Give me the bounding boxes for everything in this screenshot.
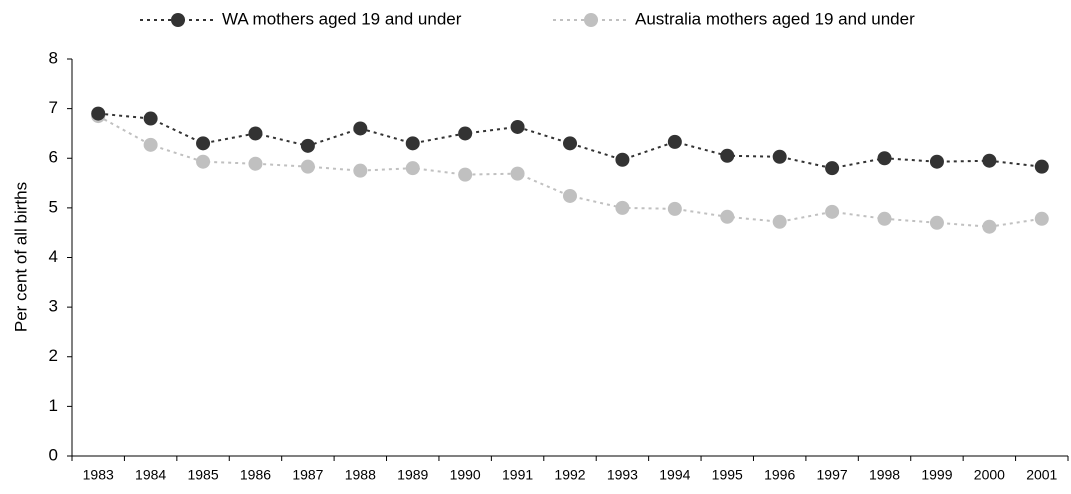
x-tick-label: 1994 bbox=[659, 467, 690, 483]
data-point bbox=[772, 149, 787, 164]
data-point bbox=[510, 119, 525, 134]
series-line bbox=[97, 115, 1042, 228]
x-tick-label: 1985 bbox=[187, 467, 218, 483]
y-tick-label: 5 bbox=[49, 197, 58, 216]
y-tick-label: 4 bbox=[49, 247, 58, 266]
y-tick-label: 8 bbox=[49, 48, 58, 67]
data-point bbox=[720, 209, 735, 224]
x-tick-label: 1989 bbox=[397, 467, 428, 483]
x-tick-label: 1986 bbox=[240, 467, 271, 483]
data-point bbox=[1034, 159, 1049, 174]
y-tick-label: 1 bbox=[49, 396, 58, 415]
y-tick-label: 3 bbox=[49, 297, 58, 316]
y-tick-label: 2 bbox=[49, 346, 58, 365]
data-point bbox=[458, 126, 473, 141]
data-point bbox=[825, 161, 840, 176]
data-point bbox=[91, 106, 106, 121]
x-tick-label: 1997 bbox=[817, 467, 848, 483]
x-tick-label: 1984 bbox=[135, 467, 166, 483]
x-tick-label: 1995 bbox=[712, 467, 743, 483]
data-point bbox=[405, 161, 420, 176]
x-tick-label: 1993 bbox=[607, 467, 638, 483]
data-point bbox=[405, 136, 420, 151]
x-tick-label: 1996 bbox=[764, 467, 795, 483]
data-point bbox=[300, 138, 315, 153]
data-point bbox=[458, 167, 473, 182]
x-tick-label: 1991 bbox=[502, 467, 533, 483]
data-point bbox=[353, 163, 368, 178]
y-tick-label: 0 bbox=[49, 445, 58, 464]
data-point bbox=[929, 215, 944, 230]
x-tick-label: 1987 bbox=[292, 467, 323, 483]
data-point bbox=[825, 204, 840, 219]
data-point bbox=[667, 134, 682, 149]
x-tick-label: 1988 bbox=[345, 467, 376, 483]
y-axis-label: Per cent of all births bbox=[11, 182, 30, 332]
data-point bbox=[615, 152, 630, 167]
data-point bbox=[143, 111, 158, 126]
data-point bbox=[982, 153, 997, 168]
data-point bbox=[353, 121, 368, 136]
legend-label: Australia mothers aged 19 and under bbox=[635, 9, 915, 28]
data-point bbox=[982, 219, 997, 234]
x-tick-label: 2000 bbox=[974, 467, 1005, 483]
x-tick-label: 1998 bbox=[869, 467, 900, 483]
data-point bbox=[196, 154, 211, 169]
x-tick-label: 1990 bbox=[450, 467, 481, 483]
data-point bbox=[615, 200, 630, 215]
legend-marker bbox=[171, 13, 185, 27]
data-point bbox=[510, 166, 525, 181]
data-point bbox=[877, 211, 892, 226]
data-point bbox=[563, 188, 577, 203]
data-point bbox=[1034, 211, 1049, 226]
data-point bbox=[196, 136, 211, 151]
legend-label: WA mothers aged 19 and under bbox=[222, 9, 462, 28]
data-point bbox=[877, 151, 892, 166]
x-tick-label: 1992 bbox=[554, 467, 585, 483]
y-tick-label: 6 bbox=[49, 148, 58, 167]
x-tick-label: 1999 bbox=[921, 467, 952, 483]
data-point bbox=[563, 136, 577, 151]
data-point bbox=[772, 214, 787, 229]
data-point bbox=[720, 148, 735, 163]
data-point bbox=[300, 159, 315, 174]
x-tick-label: 2001 bbox=[1026, 467, 1057, 483]
data-point bbox=[929, 154, 944, 169]
data-point bbox=[143, 137, 158, 152]
data-point bbox=[248, 126, 263, 141]
data-point bbox=[248, 156, 263, 171]
y-tick-label: 7 bbox=[49, 98, 58, 117]
x-tick-label: 1983 bbox=[83, 467, 114, 483]
legend-marker bbox=[584, 13, 598, 27]
data-point bbox=[667, 201, 682, 216]
